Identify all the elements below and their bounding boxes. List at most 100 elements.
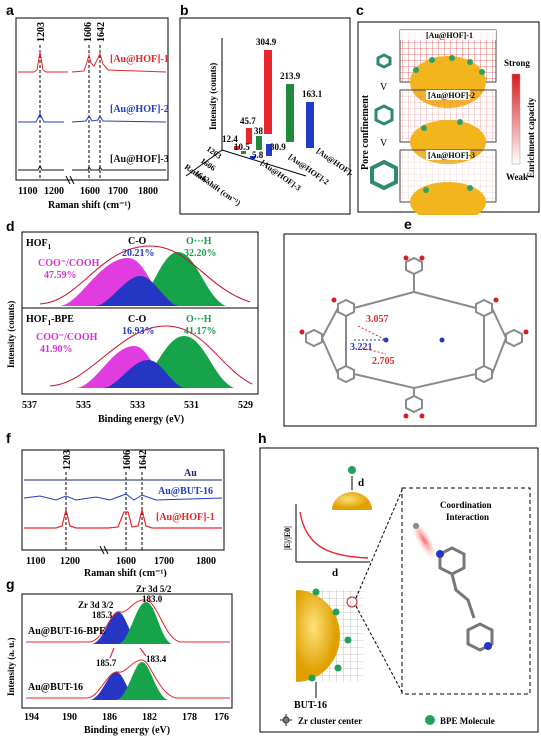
panel-c-diagram: Pore confinement V V [Au@HOF]-1 [Au@HOF]…	[357, 21, 540, 222]
panel-f: f 1203 1606 1642 Au Au@BUT-16 [Au@HOF]-1…	[0, 430, 232, 579]
zr32-label: Zr 3d 3/2	[78, 600, 114, 610]
bar-s1-1203	[264, 50, 272, 134]
y-axis-label: Intensity (counts)	[6, 301, 16, 368]
energy-label: 185.7	[96, 658, 117, 668]
value-label: 12.4	[222, 134, 238, 144]
panel-a-plot: 1203 1606 1642 [Au@HOF]-1 [Au@HOF]-2 [Au…	[15, 17, 169, 211]
bar-s2-1642	[266, 144, 272, 156]
co-label-top: C-O	[128, 236, 147, 247]
co-pct-top: 20.21%	[122, 248, 155, 259]
value-label: 30.9	[270, 142, 286, 152]
e-ratio-label: |E|/|E0|	[283, 526, 292, 550]
panel-b: b Intensity (counts) 12.4 10.5 5.8 45.7 …	[176, 0, 359, 215]
coordination-label: Coordination	[440, 500, 492, 510]
energy-label: 183.0	[142, 594, 163, 604]
x-tick: 529	[238, 400, 253, 411]
trace-label-au-hof-1: [Au@HOF]-1	[156, 512, 215, 523]
envelope-top	[26, 599, 230, 643]
value-label: 38	[254, 126, 264, 136]
pore-icon-medium	[374, 104, 394, 126]
peak-co-bottom	[104, 360, 184, 388]
enrichment-capacity-label: Enrichment capacity	[526, 97, 536, 178]
panel-a: a 1203 1606 1642 [Au@HOF]-1 [Au@HOF]-2 […	[0, 0, 175, 215]
x-tick: 1100	[18, 186, 37, 197]
energy-label: 185.3	[92, 610, 113, 620]
trace-au-hof-1	[24, 509, 222, 529]
peak-label-1606: 1606	[122, 450, 133, 470]
coo-label-bottom: COO⁻/COOH	[36, 332, 98, 343]
gold-nanosphere	[296, 590, 340, 682]
x-tick: 176	[214, 712, 229, 723]
x-tick: 190	[62, 712, 77, 723]
oh-pct-bottom: 41.17%	[184, 326, 217, 337]
y-axis-label: Intensity (counts)	[208, 63, 218, 130]
enrichment-gradient-bar	[511, 73, 521, 165]
panel-label-h: h	[258, 430, 267, 446]
panel-label-c: c	[356, 2, 364, 18]
x-tick: 1700	[108, 186, 128, 197]
coo-pct-bottom: 41.90%	[40, 344, 73, 355]
zoom-inset	[401, 487, 531, 695]
peak-zr52-bottom	[116, 662, 168, 700]
x-axis-label: Binding energy (eV)	[84, 725, 170, 736]
x-tick: 178	[182, 712, 197, 723]
legend-bpe: BPE Molecule	[440, 716, 495, 726]
oh-label-bottom: O···H	[186, 314, 212, 325]
x-tick: 1800	[196, 556, 216, 567]
peak-co-top	[96, 276, 178, 306]
trace-label-au: Au	[184, 468, 197, 479]
y-axis-label: Intensity (a. u.)	[6, 637, 16, 696]
x-tick: 531	[184, 400, 199, 411]
x-axis-label: Raman shift (cm⁻¹)	[48, 200, 131, 211]
distance-label: 3.221	[350, 342, 373, 353]
gold-dome	[332, 492, 372, 510]
weak-label: Weak	[506, 172, 528, 182]
bpe-molecule	[438, 546, 494, 652]
panel-label-b: b	[180, 2, 189, 18]
bar-s3-1642	[250, 156, 255, 159]
peak-label-1203: 1203	[36, 22, 47, 42]
coo-label-top: COO⁻/COOH	[38, 258, 100, 269]
peak-label-1642: 1642	[96, 22, 107, 42]
bar-s1-1606	[286, 84, 294, 142]
pore-icon-small	[376, 53, 392, 69]
trace-label-hof-2: [Au@HOF]-2	[110, 104, 169, 115]
x-tick: 182	[142, 712, 157, 723]
sample-label-bottom: HOF1-BPE	[26, 314, 74, 327]
bar-s3-1203	[234, 146, 239, 150]
x-tick: 1600	[116, 556, 136, 567]
x-tick: 186	[102, 712, 117, 723]
distance-label: 3.057	[366, 314, 389, 325]
trace-au-but16	[23, 493, 223, 501]
panel-c: c Pore confinement V V [Au@HOF]-1 [Au@HO…	[354, 0, 541, 222]
peak-label-1642: 1642	[138, 450, 149, 470]
x-tick: 194	[24, 712, 39, 723]
sample-label-top: Au@BUT-16-BPE	[28, 626, 106, 637]
panel-f-plot: 1203 1606 1642 Au Au@BUT-16 [Au@HOF]-1 1…	[21, 449, 225, 579]
relation-symbol: V	[380, 82, 388, 93]
energy-label: 183.4	[146, 654, 167, 664]
x-tick: 533	[130, 400, 145, 411]
panel-e-structure: 3.057 3.221 2.705	[283, 233, 537, 427]
bar-s3-1606	[241, 151, 246, 154]
value-label: 10.5	[234, 142, 250, 152]
x-tick: 1100	[26, 556, 45, 567]
panel-e: e 3.057 3.221 2.705	[282, 216, 538, 428]
box-label-1: [Au@HOF]-1	[426, 31, 473, 40]
molecule-icon	[348, 466, 356, 474]
sample-label-top: HOF1	[26, 238, 52, 251]
trace-label-au-but16: Au@BUT-16	[158, 486, 213, 497]
panel-d: d Intensity (counts) HOF1 COO⁻/COOH 47.5…	[0, 218, 278, 428]
bar-s2-1203	[246, 128, 252, 144]
value-label: 304.9	[256, 37, 277, 47]
value-label: 45.7	[240, 116, 256, 126]
value-label: 163.1	[302, 89, 323, 99]
d-label: d	[358, 477, 364, 489]
pore-icon-large	[370, 159, 398, 191]
panel-g-xps: Intensity (a. u.) Zr 3d 3/2 Zr 3d 5/2 18…	[6, 584, 233, 736]
trace-au-hof-1	[18, 51, 167, 73]
panel-h: h d |E|/|E0| d BUT-16 Coordination Inter…	[252, 430, 541, 736]
x-axis-label: Raman shift (cm⁻¹)	[84, 568, 167, 577]
strong-label: Strong	[504, 58, 530, 68]
panel-label-g: g	[6, 576, 15, 592]
